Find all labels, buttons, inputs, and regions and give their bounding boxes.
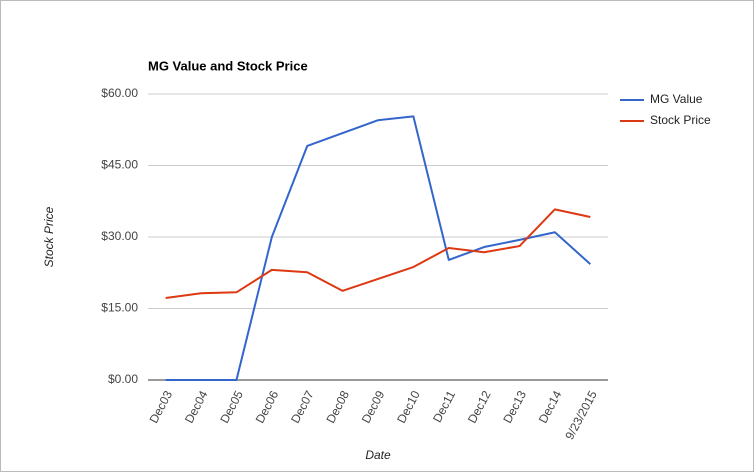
series-line [165, 208, 591, 300]
x-axis-title: Date [365, 448, 391, 462]
legend-label: MG Value [650, 92, 703, 106]
y-tick-label: $60.00 [101, 86, 138, 100]
y-tick-label: $0.00 [108, 372, 138, 386]
chart-title: MG Value and Stock Price [148, 58, 308, 73]
y-axis-title: Stock Price [42, 206, 56, 267]
series-line [165, 115, 591, 381]
y-tick-label: $15.00 [101, 301, 138, 315]
y-tick-label: $45.00 [101, 158, 138, 172]
legend-label: Stock Price [650, 113, 711, 127]
y-tick-label: $30.00 [101, 229, 138, 243]
